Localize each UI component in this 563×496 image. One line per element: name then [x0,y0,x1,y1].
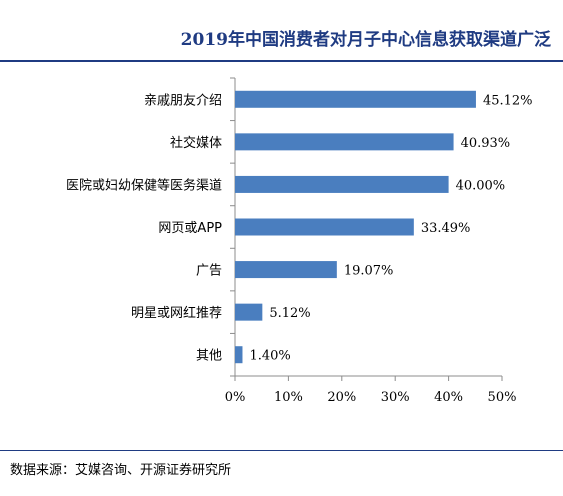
x-tick-label: 50% [488,390,517,405]
category-label: 明星或网红推荐 [131,305,222,321]
data-label: 40.93% [461,136,511,151]
footer-divider [0,450,563,451]
bar [235,261,337,279]
data-label: 5.12% [269,306,310,321]
x-tick-label: 10% [274,390,303,405]
data-label: 40.00% [456,178,506,193]
bar [235,90,476,108]
x-tick-label: 30% [381,390,410,405]
category-label: 广告 [196,264,222,279]
source-text: 艾媒咨询、开源证券研究所 [75,463,232,478]
title-divider [0,60,563,62]
source-label: 数据来源： [10,463,76,478]
data-label: 1.40% [249,349,290,364]
bar [235,218,414,236]
x-tick-label: 40% [434,390,463,405]
data-label: 33.49% [421,221,471,236]
bar [235,133,454,151]
bar-chart: 0% 10% 20% 30% 40% 50% 亲戚朋友介绍 45.12% 社交媒体 40.93% 医… [66,77,533,405]
plot-area: 0% 10% 20% 30% 40% 50% 亲戚朋友介绍 45.12% 社交媒体 40.93% 医… [66,77,533,405]
bar [235,346,243,364]
source-note: 数据来源：艾媒咨询、开源证券研究所 [10,459,231,478]
data-label: 45.12% [483,93,533,108]
category-label: 医院或妇幼保健等医务渠道 [66,177,222,193]
chart-title: 2019年中国消费者对月子中心信息获取渠道广泛 [180,30,551,50]
bar [235,175,449,193]
category-label: 网页或APP [158,221,222,236]
category-label: 其他 [196,349,222,364]
x-tick-label: 0% [225,390,246,405]
category-label: 社交媒体 [170,135,222,151]
category-label: 亲戚朋友介绍 [144,92,222,108]
data-label: 19.07% [344,264,394,279]
x-tick-label: 20% [327,390,356,405]
bar [235,303,263,321]
